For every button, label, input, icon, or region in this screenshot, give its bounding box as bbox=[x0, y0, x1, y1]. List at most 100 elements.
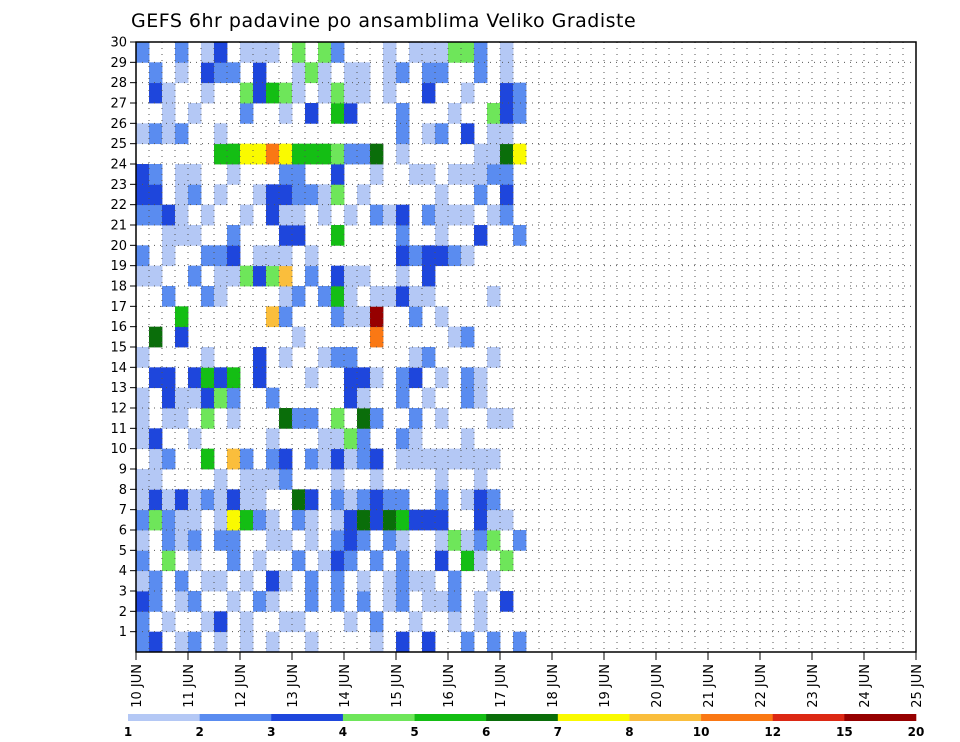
heatmap-cell bbox=[188, 550, 202, 572]
heatmap-cell bbox=[292, 550, 306, 572]
heatmap-cell bbox=[214, 245, 228, 267]
y-tick-label: 24 bbox=[110, 158, 127, 173]
heatmap-cell bbox=[461, 631, 475, 653]
heatmap-cell bbox=[487, 164, 501, 185]
heatmap-cell bbox=[279, 204, 293, 226]
heatmap-cell bbox=[162, 82, 176, 104]
y-tick-label: 12 bbox=[110, 402, 127, 417]
heatmap-cell bbox=[227, 408, 241, 429]
colorbar-label: 8 bbox=[625, 725, 633, 739]
heatmap-cell bbox=[409, 428, 423, 450]
heatmap-cell bbox=[201, 204, 215, 226]
heatmap-cell bbox=[214, 123, 228, 145]
y-axis-ticks: 1234567891011121314151617181920212223242… bbox=[110, 36, 136, 640]
heatmap-cell bbox=[409, 611, 423, 633]
heatmap-cell bbox=[292, 143, 306, 165]
heatmap-cell bbox=[188, 164, 202, 185]
heatmap-cell bbox=[253, 347, 267, 368]
heatmap-cell bbox=[344, 306, 358, 328]
y-tick-label: 13 bbox=[110, 381, 127, 396]
heatmap-cell bbox=[448, 611, 462, 633]
heatmap-cell bbox=[513, 103, 527, 124]
colorbar-label: 7 bbox=[554, 725, 562, 739]
heatmap-cell bbox=[201, 448, 215, 470]
heatmap-cell bbox=[331, 143, 345, 165]
heatmap-cell bbox=[422, 286, 436, 307]
heatmap-cell bbox=[370, 204, 384, 226]
heatmap-cell bbox=[136, 631, 150, 653]
heatmap-cell bbox=[409, 509, 423, 531]
heatmap-cell bbox=[474, 469, 488, 490]
heatmap-cell bbox=[318, 62, 332, 84]
heatmap-cell bbox=[292, 82, 306, 104]
heatmap-cell bbox=[227, 387, 241, 409]
heatmap-cell bbox=[331, 103, 345, 124]
x-tick-label: 10 JUN bbox=[130, 664, 145, 708]
y-tick-label: 25 bbox=[110, 137, 127, 152]
heatmap-cell bbox=[266, 530, 280, 551]
heatmap-cell bbox=[487, 408, 501, 429]
heatmap-cell bbox=[266, 570, 280, 592]
heatmap-cell bbox=[149, 204, 163, 226]
heatmap-cell bbox=[487, 509, 501, 531]
y-tick-label: 20 bbox=[110, 239, 127, 254]
heatmap-cell bbox=[175, 204, 189, 226]
heatmap-cell bbox=[188, 530, 202, 551]
colorbar-swatch bbox=[772, 714, 845, 721]
heatmap-cell bbox=[136, 184, 150, 206]
heatmap-cell bbox=[201, 570, 215, 592]
heatmap-cell bbox=[422, 631, 436, 653]
heatmap-cell bbox=[292, 62, 306, 84]
y-tick-label: 5 bbox=[119, 544, 127, 559]
colorbar-swatch bbox=[199, 714, 272, 721]
heatmap-cell bbox=[136, 204, 150, 226]
heatmap-cell bbox=[487, 530, 501, 551]
y-tick-label: 8 bbox=[119, 483, 127, 498]
heatmap-cell bbox=[357, 143, 371, 165]
heatmap-cell bbox=[266, 631, 280, 653]
heatmap-cell bbox=[435, 530, 449, 551]
heatmap-cell bbox=[500, 143, 514, 165]
heatmap-cell bbox=[409, 164, 423, 185]
heatmap-cell bbox=[188, 387, 202, 409]
heatmap-cell bbox=[448, 591, 462, 612]
heatmap-cell bbox=[331, 286, 345, 307]
heatmap-cell bbox=[318, 143, 332, 165]
heatmap-cell bbox=[370, 367, 384, 389]
heatmap-cell bbox=[162, 225, 176, 246]
heatmap-cell bbox=[318, 550, 332, 572]
heatmap-cell bbox=[448, 204, 462, 226]
heatmap-cell bbox=[370, 469, 384, 490]
y-tick-label: 14 bbox=[110, 361, 127, 376]
heatmap-cell bbox=[253, 509, 267, 531]
heatmap-cell bbox=[331, 408, 345, 429]
heatmap-cell bbox=[201, 367, 215, 389]
heatmap-cell bbox=[240, 489, 254, 511]
heatmap-cell bbox=[461, 428, 475, 450]
heatmap-cell bbox=[162, 204, 176, 226]
heatmap-cell bbox=[357, 408, 371, 429]
heatmap-cell bbox=[383, 62, 397, 84]
heatmap-cell bbox=[370, 143, 384, 165]
heatmap-cell bbox=[500, 184, 514, 206]
heatmap-cell bbox=[188, 631, 202, 653]
heatmap-cell bbox=[305, 62, 319, 84]
heatmap-cell bbox=[370, 326, 384, 348]
heatmap-cell bbox=[396, 631, 410, 653]
heatmap-cell bbox=[292, 326, 306, 348]
heatmap-cell bbox=[487, 631, 501, 653]
heatmap-cell bbox=[500, 103, 514, 124]
heatmap-cell bbox=[175, 225, 189, 246]
heatmap-cell bbox=[422, 42, 436, 63]
heatmap-cell bbox=[279, 225, 293, 246]
heatmap-cell bbox=[409, 448, 423, 470]
heatmap-cell bbox=[435, 550, 449, 572]
colorbar-swatch bbox=[629, 714, 702, 721]
heatmap-cell bbox=[318, 184, 332, 206]
heatmap-cell bbox=[214, 631, 228, 653]
heatmap-cell bbox=[409, 306, 423, 328]
heatmap-cell bbox=[136, 489, 150, 511]
heatmap-cell bbox=[461, 326, 475, 348]
heatmap-cell bbox=[422, 123, 436, 145]
heatmap-cell bbox=[331, 347, 345, 368]
